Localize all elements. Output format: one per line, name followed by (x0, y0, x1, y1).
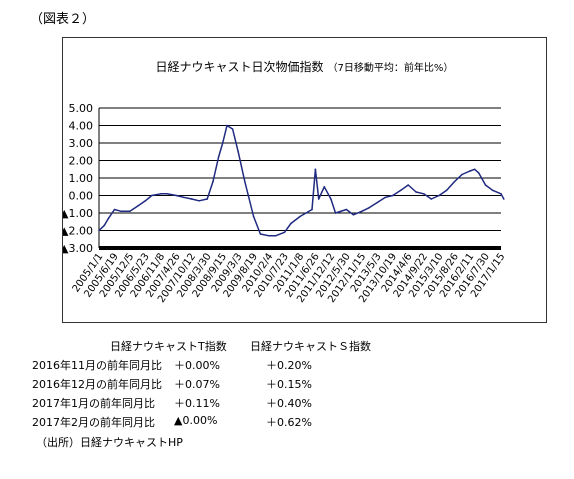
data-point (311, 208, 313, 211)
data-point (334, 212, 337, 214)
table-row: 2016年12月の前年同月比 ＋0.07% ＋0.15% (0, 376, 574, 392)
data-point (274, 235, 277, 237)
series-line (98, 124, 505, 237)
data-point (252, 215, 255, 218)
data-point (461, 173, 463, 176)
chart-title-main: 日経ナウキャスト日次物価指数 (155, 60, 324, 74)
data-point (422, 193, 425, 195)
data-point (400, 189, 402, 192)
data-point (361, 210, 363, 213)
data-point (473, 168, 476, 171)
data-point (226, 124, 228, 127)
data-point (491, 189, 494, 192)
row-label: 2016年12月の前年同月比 (32, 378, 162, 391)
data-point (384, 196, 387, 199)
data-point (352, 214, 355, 216)
row-s-value: ＋0.15% (266, 378, 312, 391)
data-point (237, 151, 239, 153)
figure-label: （図表２） (30, 12, 96, 27)
data-point (469, 170, 471, 172)
row-t-value: ▲0.00% (174, 414, 218, 427)
row-t-value: ＋0.00% (174, 359, 220, 372)
data-point (415, 191, 417, 193)
table-header-s: 日経ナウキャストＳ指数 (250, 340, 371, 353)
data-point (190, 198, 193, 200)
data-point (212, 180, 214, 183)
data-point (137, 205, 139, 207)
chart-title: 日経ナウキャスト日次物価指数 （7日移動平均：前年比%） (63, 58, 546, 75)
table-row: 2016年11月の前年同月比 ＋0.00% ＋0.20% (0, 357, 574, 373)
chart-subtitle: （7日移動平均：前年比%） (327, 63, 454, 74)
chart-frame: 日経ナウキャスト日次物価指数 （7日移動平均：前年比%） 5.00 4.00 3.00… (62, 37, 547, 323)
table-row: 2017年1月の前年同月比 ＋0.11% ＋0.40% (0, 395, 574, 411)
data-point (484, 184, 487, 186)
data-point (113, 208, 116, 211)
row-label: 2017年2月の前年同月比 (32, 416, 155, 429)
data-point (103, 224, 106, 227)
data-point (120, 210, 122, 213)
table-row: 2017年2月の前年同月比 ▲0.00% ＋0.62% (0, 414, 574, 430)
y-tick-label: 1.00 (69, 172, 94, 185)
data-point (503, 198, 505, 200)
data-point (283, 231, 286, 234)
row-t-value: ＋0.07% (174, 378, 220, 391)
data-point (151, 194, 153, 197)
data-point (198, 200, 200, 202)
y-tick-label: ▲3.00 (63, 242, 93, 255)
row-s-value: ＋0.40% (266, 397, 312, 410)
data-point (305, 212, 307, 214)
line-chart: 5.004.003.002.001.000.00▲1.00▲2.00▲3.002… (63, 102, 507, 305)
data-point (438, 194, 440, 197)
data-point (107, 217, 110, 220)
data-point (500, 193, 502, 195)
data-point (445, 189, 448, 192)
data-point (430, 198, 433, 200)
y-tick-label: 4.00 (69, 120, 94, 133)
data-point (129, 210, 131, 213)
data-point (231, 128, 234, 130)
data-point (175, 194, 178, 197)
data-point (330, 198, 332, 200)
table-header-row: 日経ナウキャストT指数 日経ナウキャストＳ指数 (0, 338, 574, 354)
data-point (98, 229, 100, 232)
data-point (317, 198, 320, 200)
y-tick-label: 3.00 (69, 137, 94, 150)
data-point (182, 196, 185, 199)
data-point (244, 180, 246, 183)
data-point (477, 172, 480, 174)
data-point (290, 222, 292, 225)
row-label: 2016年11月の前年同月比 (32, 359, 162, 372)
row-s-value: ＋0.20% (266, 359, 312, 372)
y-tick-label: 0.00 (69, 190, 94, 203)
data-point (376, 201, 379, 204)
y-tick-label: 5.00 (69, 102, 94, 115)
data-point (392, 194, 394, 197)
row-t-value: ＋0.11% (174, 397, 220, 410)
data-point (206, 198, 208, 200)
data-point (453, 180, 456, 183)
data-point (268, 235, 270, 237)
source-note: （出所）日経ナウキャストHP (36, 436, 183, 449)
data-point (166, 193, 168, 195)
row-label: 2017年1月の前年同月比 (32, 397, 155, 410)
data-point (221, 142, 224, 144)
data-point (407, 184, 410, 186)
data-point (345, 208, 348, 211)
data-point (368, 207, 370, 209)
data-point (314, 168, 317, 171)
data-point (217, 156, 220, 158)
y-tick-label: ▲1.00 (63, 207, 93, 220)
data-point (160, 193, 162, 195)
data-point (144, 200, 147, 202)
data-point (299, 215, 301, 218)
y-tick-label: 2.00 (69, 155, 94, 168)
row-s-value: ＋0.62% (266, 416, 312, 429)
y-tick-label: ▲2.00 (63, 225, 93, 238)
data-point (259, 233, 262, 235)
table-header-t: 日経ナウキャストT指数 (110, 340, 227, 353)
data-point (323, 186, 326, 188)
